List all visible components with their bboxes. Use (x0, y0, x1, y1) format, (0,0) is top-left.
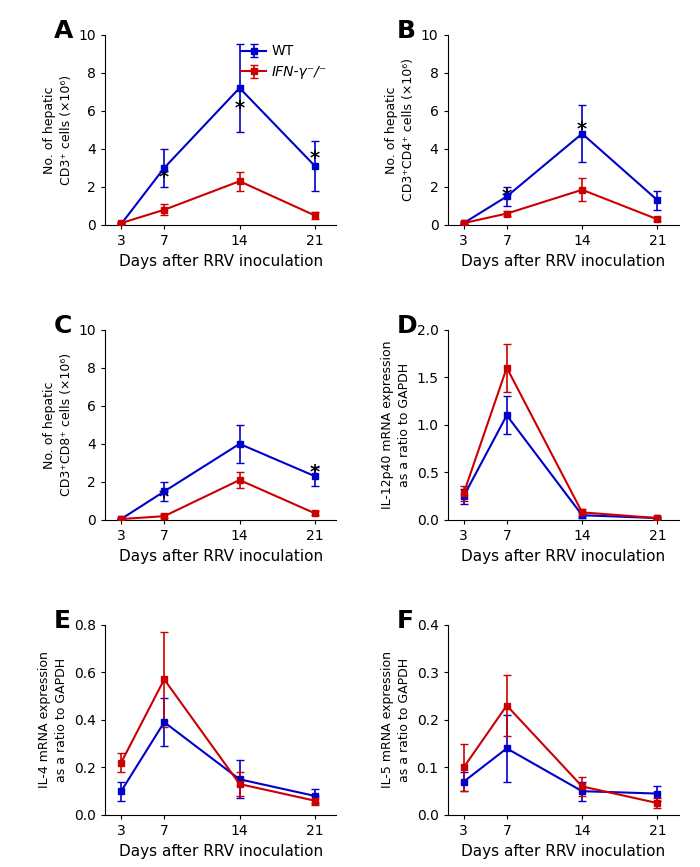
Y-axis label: IL-4 mRNA expression
as a ratio to GAPDH: IL-4 mRNA expression as a ratio to GAPDH (38, 651, 69, 788)
Legend: WT, IFN-γ⁻/⁻: WT, IFN-γ⁻/⁻ (238, 42, 330, 82)
Text: *: * (577, 121, 587, 140)
Text: D: D (397, 315, 417, 338)
X-axis label: Days after RRV inoculation: Days after RRV inoculation (119, 844, 323, 858)
Text: *: * (159, 487, 169, 506)
Text: E: E (54, 610, 71, 634)
Y-axis label: IL-12p40 mRNA expression
as a ratio to GAPDH: IL-12p40 mRNA expression as a ratio to G… (381, 341, 411, 509)
Text: *: * (310, 149, 320, 168)
X-axis label: Days after RRV inoculation: Days after RRV inoculation (461, 844, 665, 858)
X-axis label: Days after RRV inoculation: Days after RRV inoculation (119, 549, 323, 564)
Text: *: * (310, 463, 320, 482)
Y-axis label: No. of hepatic
CD3⁺CD4⁺ cells (×10⁶): No. of hepatic CD3⁺CD4⁺ cells (×10⁶) (385, 58, 415, 201)
Y-axis label: IL-5 mRNA expression
as a ratio to GAPDH: IL-5 mRNA expression as a ratio to GAPDH (381, 651, 411, 788)
X-axis label: Days after RRV inoculation: Days after RRV inoculation (461, 253, 665, 269)
Text: *: * (234, 100, 244, 119)
Text: *: * (159, 168, 169, 187)
Y-axis label: No. of hepatic
CD3⁺CD8⁺ cells (×10⁶): No. of hepatic CD3⁺CD8⁺ cells (×10⁶) (43, 353, 73, 497)
Y-axis label: No. of hepatic
CD3⁺ cells (×10⁶): No. of hepatic CD3⁺ cells (×10⁶) (43, 75, 73, 185)
Text: B: B (397, 19, 416, 43)
X-axis label: Days after RRV inoculation: Days after RRV inoculation (461, 549, 665, 564)
Text: F: F (397, 610, 414, 634)
X-axis label: Days after RRV inoculation: Days after RRV inoculation (119, 253, 323, 269)
Text: C: C (54, 315, 73, 338)
Text: *: * (502, 187, 512, 206)
Text: A: A (54, 19, 74, 43)
